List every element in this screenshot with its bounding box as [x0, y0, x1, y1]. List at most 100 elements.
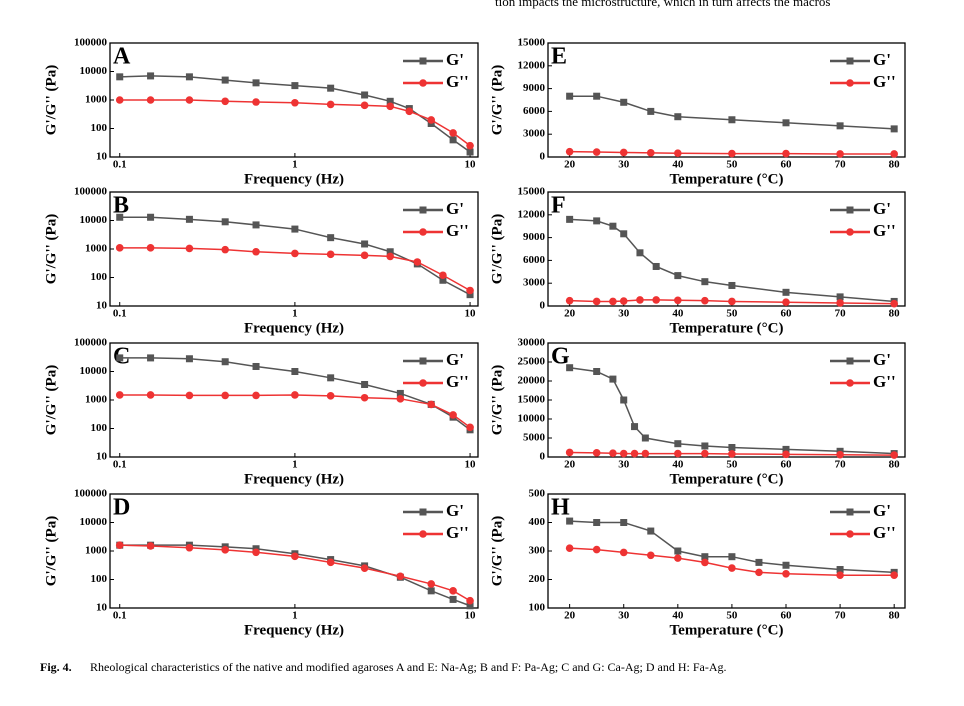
marker [419, 79, 427, 87]
marker [185, 215, 193, 223]
series-line [569, 366, 895, 455]
x-tick-label: 40 [672, 159, 684, 171]
marker [782, 298, 790, 307]
x-tick-label: 0.1 [113, 308, 127, 320]
panel: 20 30 40 50 60 70 80 0 3000 6000 9000 12000 15000 Tem… [489, 186, 906, 336]
marker [674, 547, 682, 555]
legend-label: G' [446, 199, 464, 218]
marker [221, 391, 229, 400]
marker [386, 248, 394, 256]
marker [646, 149, 655, 157]
x-axis-label: Frequency (Hz) [244, 320, 344, 336]
marker [252, 98, 260, 106]
marker [641, 449, 650, 458]
marker [701, 553, 709, 561]
x-tick-label: 0.1 [113, 159, 127, 171]
marker [620, 230, 628, 238]
y-tick-label: 15000 [518, 37, 546, 49]
marker [890, 125, 898, 133]
marker [609, 375, 617, 383]
marker [360, 564, 369, 572]
panel-label: G [551, 344, 570, 370]
marker [620, 519, 628, 526]
y-tick-label: 1000 [85, 94, 108, 106]
x-tick-label: 70 [835, 159, 847, 171]
y-tick-label: 6000 [523, 254, 546, 266]
marker [386, 97, 394, 105]
marker [419, 379, 427, 387]
plot-frame [547, 191, 906, 307]
y-tick-label: 100 [91, 271, 108, 283]
x-tick-label: 70 [835, 459, 847, 471]
x-tick-label: 50 [726, 610, 738, 622]
marker [782, 561, 790, 569]
x-tick-label: 80 [889, 308, 901, 320]
marker [326, 100, 335, 109]
panel: 20 30 40 50 60 70 80 100 200 300 400 500 Temperature… [489, 488, 906, 638]
y-tick-label: 100 [91, 122, 108, 134]
marker [185, 543, 194, 552]
y-tick-label: 10000 [80, 214, 108, 226]
marker [252, 221, 260, 229]
x-axis-label: Temperature (°C) [670, 171, 784, 187]
marker [427, 116, 436, 124]
y-tick-label: 0 [540, 451, 546, 463]
x-tick-label: 80 [889, 459, 901, 471]
marker [419, 57, 427, 65]
marker [221, 76, 229, 84]
marker [755, 568, 763, 577]
marker [619, 148, 628, 157]
legend-label: G' [446, 501, 464, 520]
legend-label: G'' [873, 221, 896, 240]
y-tick-label: 9000 [523, 82, 546, 94]
marker [593, 368, 601, 375]
marker [782, 288, 790, 296]
marker [466, 596, 474, 605]
marker [146, 244, 155, 252]
panel: 0.1 1 10 10 100 1000 10000 100000 Frequency (Hz)… [43, 337, 479, 487]
marker [652, 296, 660, 304]
series-line [119, 216, 471, 296]
marker [782, 570, 790, 578]
x-tick-label: 20 [564, 308, 576, 320]
panel: 0.1 1 10 10 100 1000 10000 100000 Frequency (Hz)… [43, 488, 479, 638]
marker [846, 228, 854, 236]
marker [361, 91, 369, 99]
marker [674, 296, 682, 305]
panel-label: H [551, 495, 570, 521]
marker [291, 82, 299, 90]
y-tick-label: 5000 [523, 432, 546, 444]
marker [620, 98, 628, 106]
marker [147, 354, 155, 362]
marker [674, 272, 682, 280]
panel-label: B [113, 193, 129, 219]
marker [419, 530, 427, 538]
marker [728, 444, 736, 451]
marker [846, 357, 854, 365]
marker [252, 247, 260, 256]
marker [782, 119, 790, 127]
marker [396, 572, 405, 581]
panel-label: A [113, 44, 131, 70]
marker [630, 449, 639, 458]
panel: 0.1 1 10 10 100 1000 10000 100000 Frequency (Hz)… [43, 37, 479, 187]
x-axis-label: Temperature (°C) [670, 471, 784, 487]
marker [647, 107, 655, 115]
marker [386, 252, 394, 261]
marker [565, 448, 574, 457]
y-tick-label: 3000 [523, 277, 546, 289]
marker [566, 364, 574, 372]
series-line [119, 394, 471, 428]
y-axis-label: G'/G'' (Pa) [489, 65, 505, 135]
legend-label: G'' [446, 523, 469, 542]
x-tick-label: 0.1 [113, 459, 127, 471]
marker [439, 271, 447, 280]
marker [566, 215, 574, 223]
panel-label: F [551, 193, 566, 219]
y-tick-label: 25000 [518, 356, 546, 368]
marker [728, 281, 736, 289]
marker [565, 296, 574, 305]
marker [449, 587, 457, 595]
x-tick-label: 40 [672, 610, 684, 622]
series-line [569, 95, 895, 130]
